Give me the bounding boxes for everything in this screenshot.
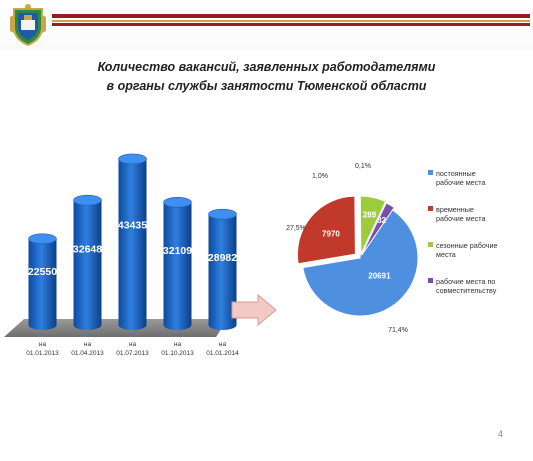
tyumen-coat-of-arms-icon [10, 4, 46, 47]
slide-title-line-1: Количество вакансий, заявленных работода… [97, 60, 436, 74]
legend-label: рабочие места [436, 178, 485, 187]
pie-slice [302, 199, 419, 317]
bar-body [28, 238, 57, 330]
pie-slice-value-label: 20691 [368, 271, 391, 280]
bar-top [118, 153, 147, 165]
legend-label: постоянные [436, 169, 476, 178]
legend-label: совместительству [436, 286, 497, 295]
legend-label: рабочие места по [436, 277, 495, 286]
right-arrow-icon [231, 293, 277, 327]
pie-slice-value-label: 32 [377, 216, 386, 225]
bar: 43435 [118, 153, 147, 330]
pie-slice-percent-label: 0,1% [355, 163, 371, 170]
legend-swatch [428, 206, 433, 211]
legend-label: сезонные рабочие [436, 241, 497, 250]
header-stripe-top [52, 14, 530, 18]
header-stripe-bottom [52, 23, 530, 26]
x-tick-label: 01.07.2013 [116, 350, 149, 357]
x-tick-label: на [219, 341, 227, 348]
bar-value-label: 43435 [118, 220, 147, 232]
header-stripe-gold [52, 20, 530, 22]
legend-swatch [428, 278, 433, 283]
vacancy-types-pie-chart: 20691 71,4% 7970 27,5% 289 1,0% 32 0,1% [286, 163, 419, 334]
pie-slice-percent-label: 1,0% [312, 173, 328, 180]
legend-label: места [436, 250, 456, 259]
bar-value-label: 32648 [73, 244, 102, 256]
x-tick-label: 01.01.2014 [206, 350, 239, 357]
x-tick-label: на [39, 341, 47, 348]
bar-body [73, 200, 102, 330]
pie-slice [296, 195, 356, 265]
bar-value-label: 28982 [208, 252, 237, 264]
legend-swatch [428, 170, 433, 175]
x-tick-label: на [84, 341, 92, 348]
x-tick-label: на [129, 341, 137, 348]
bar-body [163, 202, 192, 330]
bar-top [163, 196, 192, 208]
slide-title: Количество вакансий, заявленных работода… [0, 58, 533, 96]
page-number: 4 [497, 429, 503, 439]
legend-label: рабочие места [436, 214, 485, 223]
bar-body [118, 158, 147, 330]
bar: 32109 [163, 196, 192, 330]
bar: 22550 [28, 233, 57, 330]
x-tick-label: 01.04.2013 [71, 350, 104, 357]
x-tick-label: 01.01.2013 [26, 350, 59, 357]
pie-slice-value-label: 289 [363, 210, 377, 219]
slide-title-line-2: в органы службы занятости Тюменской обла… [106, 79, 427, 93]
legend-label: временные [436, 205, 474, 214]
x-tick-label: на [174, 341, 182, 348]
bar: 28982 [208, 208, 237, 330]
pie-slice [359, 195, 387, 255]
x-tick-label: 01.10.2013 [161, 350, 194, 357]
pie-slice-percent-label: 27,5% [286, 225, 306, 232]
legend-swatch [428, 242, 433, 247]
bar-top [28, 233, 57, 245]
bar-top [73, 194, 102, 206]
bar-value-label: 32109 [163, 245, 192, 257]
pie-slice-percent-label: 71,4% [388, 327, 408, 334]
bar-value-label: 22550 [28, 266, 57, 278]
bar-body [208, 214, 237, 330]
pie-slice [361, 202, 395, 256]
vacancies-bar-chart: 22550 на 01.01.2013 32648 на 01.04.2013 43435 н… [4, 153, 239, 357]
bar: 32648 [73, 194, 102, 330]
pie-slice-value-label: 7970 [322, 230, 340, 239]
bar-top [208, 208, 237, 220]
